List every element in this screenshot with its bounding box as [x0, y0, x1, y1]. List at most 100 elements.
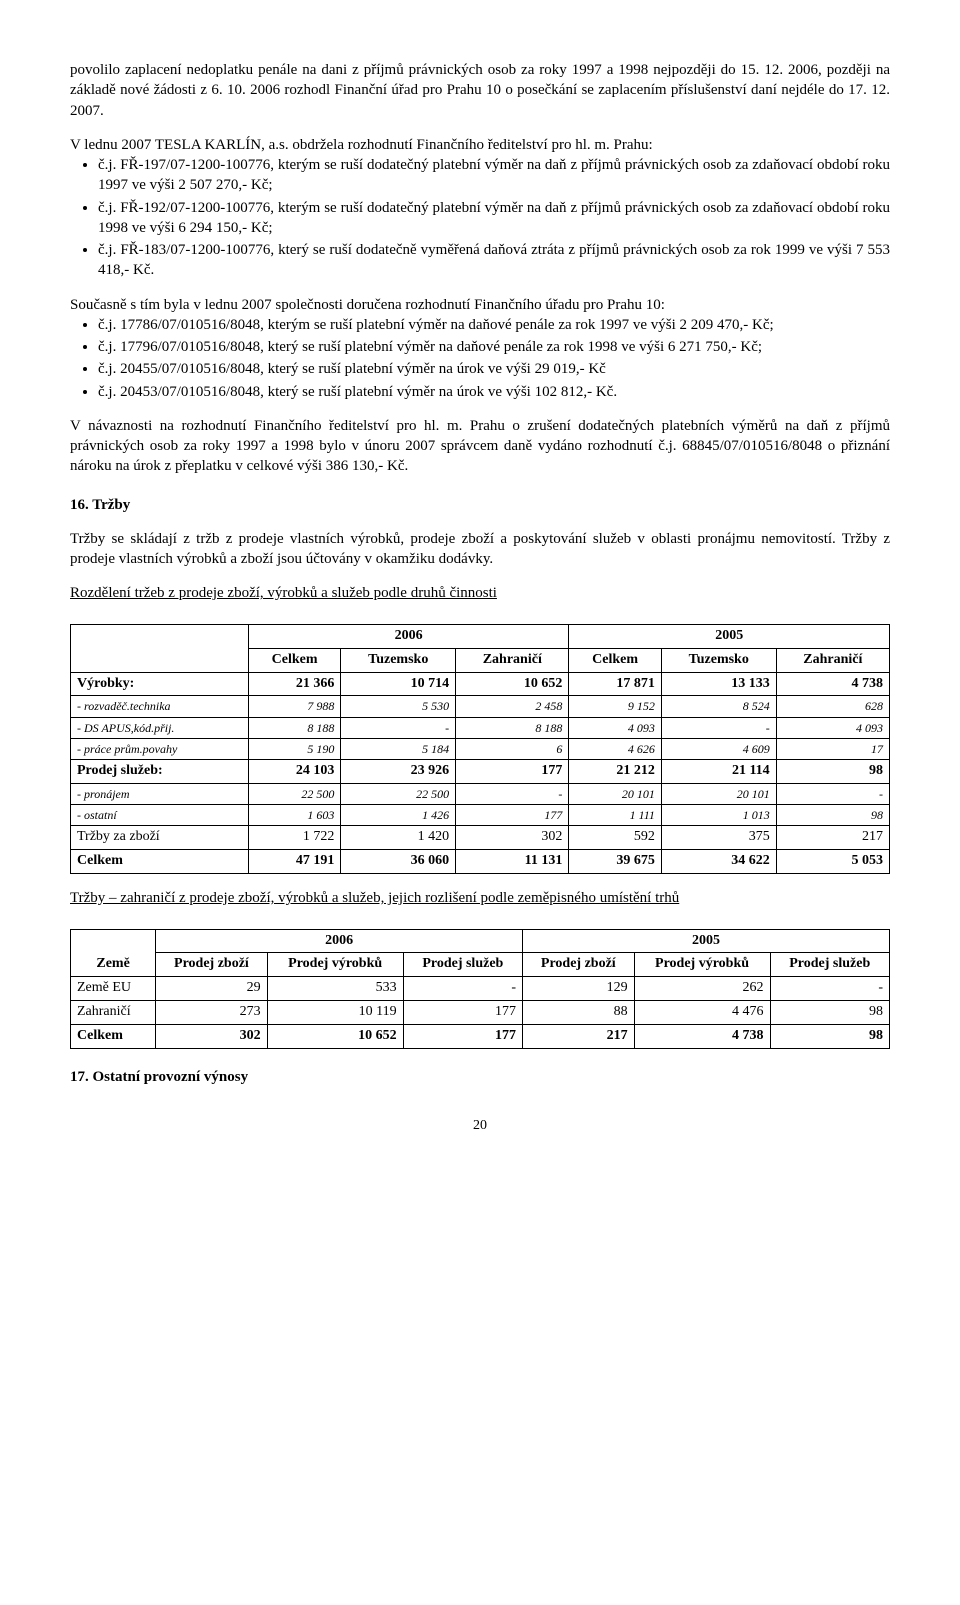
table-header: Tuzemsko	[341, 648, 456, 672]
list-item: č.j. 17786/07/010516/8048, kterým se ruš…	[98, 315, 890, 335]
table-cell: 4 738	[634, 1025, 770, 1049]
table-cell: 4 609	[661, 738, 776, 759]
table-cell: 4 093	[776, 717, 889, 738]
table-cell: 1 111	[569, 805, 661, 826]
table-cell: 302	[156, 1025, 268, 1049]
table-cell: - práce prům.povahy	[71, 738, 249, 759]
table-header: Prodej zboží	[523, 953, 635, 977]
table-cell: 5 053	[776, 850, 889, 874]
table-header: Tuzemsko	[661, 648, 776, 672]
table-cell: 10 714	[341, 672, 456, 696]
table-header: 2005	[569, 624, 890, 648]
table-cell: 4 738	[776, 672, 889, 696]
table-cell: 29	[156, 977, 268, 1001]
table-cell: 1 426	[341, 805, 456, 826]
table-cell: -	[776, 783, 889, 804]
table-cell: 98	[770, 1001, 890, 1025]
table-cell: 533	[267, 977, 403, 1001]
table-row: Výrobky:21 36610 71410 65217 87113 1334 …	[71, 672, 890, 696]
table-cell: 24 103	[248, 759, 340, 783]
table-cell: 1 420	[341, 826, 456, 850]
table-cell: 23 926	[341, 759, 456, 783]
table-cell: 217	[523, 1025, 635, 1049]
revenue-by-country-table: Země20062005Prodej zbožíProdej výrobkůPr…	[70, 929, 890, 1049]
table-cell: 273	[156, 1001, 268, 1025]
paragraph-intro: povolilo zaplacení nedoplatku penále na …	[70, 60, 890, 121]
table-cell: Tržby za zboží	[71, 826, 249, 850]
table-cell: 22 500	[248, 783, 340, 804]
revenue-by-activity-table: 20062005CelkemTuzemskoZahraničíCelkemTuz…	[70, 624, 890, 874]
table-cell: -	[341, 717, 456, 738]
table-cell: 10 652	[456, 672, 569, 696]
table-cell: 129	[523, 977, 635, 1001]
table-cell: 1 722	[248, 826, 340, 850]
paragraph-lead: V lednu 2007 TESLA KARLÍN, a.s. obdržela…	[70, 135, 890, 155]
table-cell: 4 476	[634, 1001, 770, 1025]
table-cell: 21 366	[248, 672, 340, 696]
table-header: Prodej výrobků	[634, 953, 770, 977]
list-item: č.j. FŘ-183/07-1200-100776, který se ruš…	[98, 240, 890, 281]
table-header: Zahraničí	[776, 648, 889, 672]
table-cell: - rozvaděč.technika	[71, 696, 249, 717]
table-row: - práce prům.povahy5 1905 18464 6264 609…	[71, 738, 890, 759]
table-cell: Země EU	[71, 977, 156, 1001]
table-header: Země	[71, 929, 156, 977]
table-cell: 22 500	[341, 783, 456, 804]
table-cell: 217	[776, 826, 889, 850]
table-cell: 10 119	[267, 1001, 403, 1025]
table-header: Celkem	[569, 648, 661, 672]
table-cell: 5 190	[248, 738, 340, 759]
table-header: Celkem	[248, 648, 340, 672]
table-row: - ostatní1 6031 4261771 1111 01398	[71, 805, 890, 826]
table-header: Prodej zboží	[156, 953, 268, 977]
table-header: Prodej služeb	[403, 953, 522, 977]
table-header: 2006	[248, 624, 569, 648]
table-cell: 47 191	[248, 850, 340, 874]
table-row: Zahraničí27310 119177884 47698	[71, 1001, 890, 1025]
table-cell: -	[661, 717, 776, 738]
table-cell: -	[770, 977, 890, 1001]
table-cell: 34 622	[661, 850, 776, 874]
table1-caption: Rozdělení tržeb z prodeje zboží, výrobků…	[70, 583, 890, 603]
paragraph-lead-2: Současně s tím byla v lednu 2007 společn…	[70, 295, 890, 315]
table-cell: 17	[776, 738, 889, 759]
table-cell: 8 188	[456, 717, 569, 738]
table-cell: 8 524	[661, 696, 776, 717]
table2-caption: Tržby – zahraničí z prodeje zboží, výrob…	[70, 888, 890, 908]
table-header	[71, 624, 249, 672]
table-cell: 21 212	[569, 759, 661, 783]
table-cell: Výrobky:	[71, 672, 249, 696]
table-cell: 1 603	[248, 805, 340, 826]
table-cell: 98	[776, 805, 889, 826]
table-header: Zahraničí	[456, 648, 569, 672]
table-cell: 98	[776, 759, 889, 783]
page-number: 20	[70, 1117, 890, 1136]
table-header: Prodej služeb	[770, 953, 890, 977]
table-cell: Zahraničí	[71, 1001, 156, 1025]
table-cell: 17 871	[569, 672, 661, 696]
table-cell: 13 133	[661, 672, 776, 696]
table-cell: 177	[456, 805, 569, 826]
list-item: č.j. FŘ-197/07-1200-100776, kterým se ru…	[98, 155, 890, 196]
table-cell: 302	[456, 826, 569, 850]
table-row: Prodej služeb:24 10323 92617721 21221 11…	[71, 759, 890, 783]
table-header: Prodej výrobků	[267, 953, 403, 977]
table-cell: 628	[776, 696, 889, 717]
table-cell: 1 013	[661, 805, 776, 826]
table-cell: 5 184	[341, 738, 456, 759]
table-cell: 7 988	[248, 696, 340, 717]
table-cell: - DS APUS,kód.přij.	[71, 717, 249, 738]
section-17-title: 17. Ostatní provozní výnosy	[70, 1067, 890, 1087]
table-cell: 177	[456, 759, 569, 783]
list-item: č.j. FŘ-192/07-1200-100776, kterým se ru…	[98, 198, 890, 239]
table-cell: 21 114	[661, 759, 776, 783]
list-item: č.j. 20453/07/010516/8048, který se ruší…	[98, 382, 890, 402]
table-cell: 9 152	[569, 696, 661, 717]
table-cell: -	[403, 977, 522, 1001]
list-item: č.j. 17796/07/010516/8048, který se ruší…	[98, 337, 890, 357]
table-cell: 6	[456, 738, 569, 759]
table-cell: 20 101	[661, 783, 776, 804]
table-cell: 4 093	[569, 717, 661, 738]
table-cell: 10 652	[267, 1025, 403, 1049]
ruling-list-2: č.j. 17786/07/010516/8048, kterým se ruš…	[70, 315, 890, 402]
